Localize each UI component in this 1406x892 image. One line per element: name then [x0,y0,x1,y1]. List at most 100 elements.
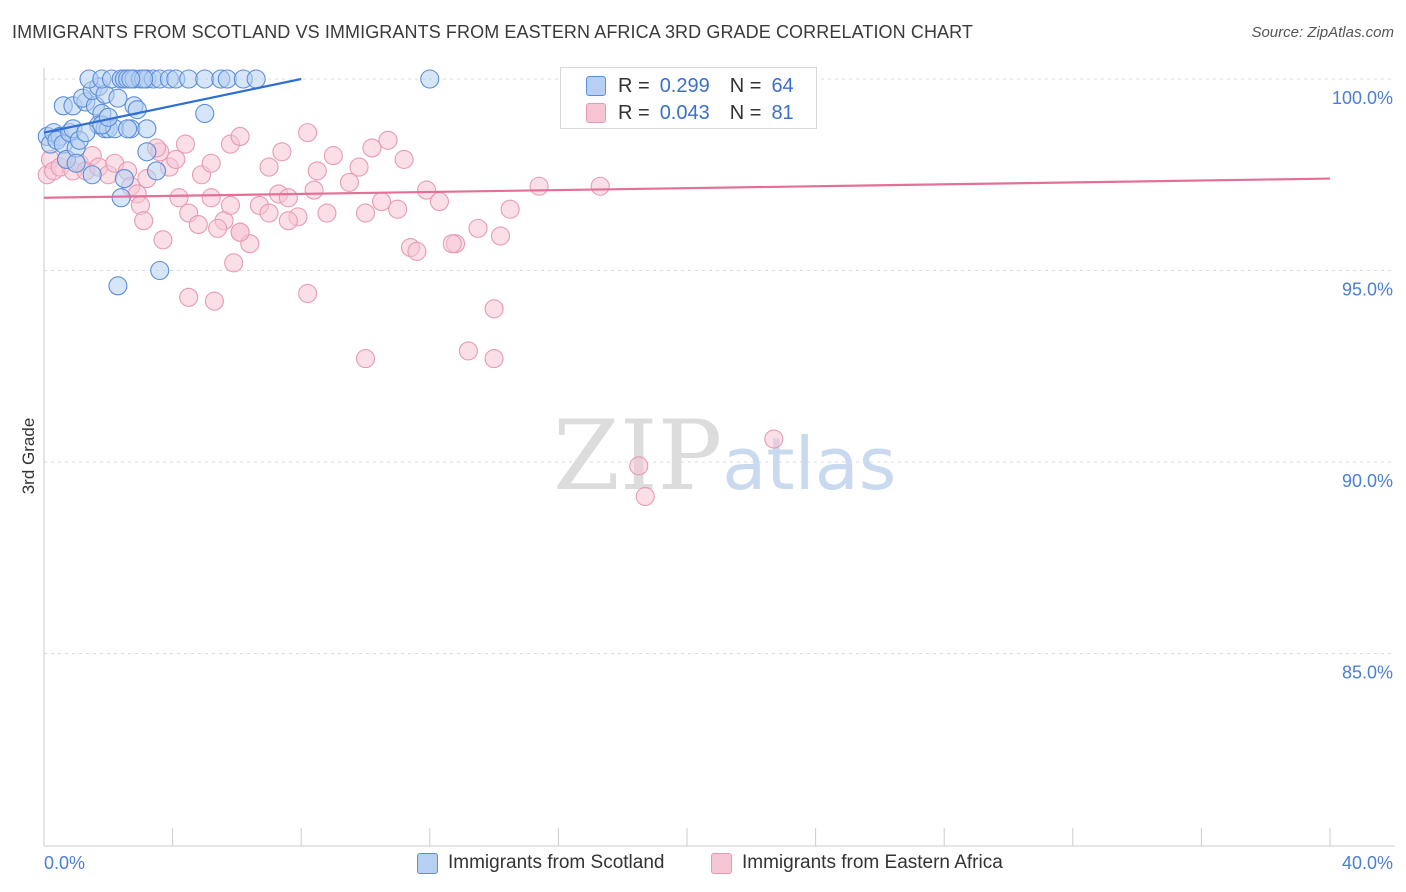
data-point-scotland [121,69,141,89]
legend-r-value: 0.299 [659,74,710,97]
data-point-eastern-africa [304,180,324,200]
data-point-eastern-africa [166,149,186,169]
data-point-eastern-africa [175,134,196,154]
y-axis-label: 3rd Grade [19,417,38,495]
data-point-scotland [179,69,199,89]
data-point-scotland [146,161,167,181]
tick-label-layer: 100.0% 95.0% 90.0% 85.0% [1332,88,1393,683]
x-tick-label-max: 40.0% [1341,853,1393,873]
data-point-eastern-africa [298,283,318,304]
series-legend-swatch-scotland [417,852,438,874]
data-point-scotland [246,69,266,89]
legend-swatch-scotland [586,76,606,96]
trend-line-scotland [43,77,302,134]
data-point-scotland [114,169,134,189]
data-point-eastern-africa [484,349,504,369]
data-point-eastern-africa [442,234,462,254]
data-point-eastern-africa [372,192,392,212]
data-point-eastern-africa [378,130,398,150]
data-point-eastern-africa [468,218,488,238]
data-point-eastern-africa [362,138,382,158]
y-tick-label: 85.0% [1342,663,1393,683]
data-point-eastern-africa [188,214,208,235]
data-point-scotland [137,142,157,162]
data-point-eastern-africa [635,486,655,507]
data-point-eastern-africa [204,291,224,311]
data-point-eastern-africa [224,253,244,273]
data-point-eastern-africa [388,199,408,219]
data-point-eastern-africa [278,188,298,208]
data-point-eastern-africa [201,188,221,208]
data-point-scotland [108,88,128,108]
data-point-scotland [118,119,138,139]
data-point-scotland [195,103,215,124]
series-legend-label-eastern-africa: Immigrants from Eastern Africa [742,852,1003,873]
chart-title: IMMIGRANTS FROM SCOTLAND VS IMMIGRANTS F… [12,22,974,42]
data-point-eastern-africa [417,180,437,200]
legend-n-label: N = [729,101,762,124]
data-point-eastern-africa [339,172,359,192]
data-point-scotland [137,119,157,139]
series-legend-label-scotland: Immigrants from Scotland [448,852,665,873]
data-point-eastern-africa [490,226,511,246]
data-point-scotland [195,69,215,89]
trend-layer [43,77,1331,199]
data-point-scotland [82,165,102,185]
data-point-eastern-africa [529,176,549,196]
data-point-scotland [127,100,147,120]
source-attribution: Source: ZipAtlas.com [1251,24,1394,41]
legend-row-scotland: R = 0.299 N = 64 [586,74,794,98]
points-layer [37,69,784,507]
legend-n-value: 81 [771,101,794,124]
data-point-eastern-africa [153,230,173,250]
data-point-eastern-africa [355,203,376,223]
data-point-eastern-africa [458,341,478,361]
legend-n-value: 64 [771,74,794,97]
stats-legend: R = 0.299 N = 64 R = 0.043 N = 81 [560,67,817,129]
series-legend-eastern-africa[interactable]: Immigrants from Eastern Africa [711,852,1003,874]
data-point-eastern-africa [349,157,369,177]
series-legend-swatch-eastern-africa [711,852,732,874]
data-point-scotland [66,153,86,173]
series-legend-scotland[interactable]: Immigrants from Scotland [417,852,664,874]
data-point-eastern-africa [307,161,327,181]
axis-layer [43,68,1395,847]
data-point-eastern-africa [429,192,449,212]
data-point-eastern-africa [179,287,199,307]
data-point-scotland [150,260,170,281]
y-tick-label: 90.0% [1342,471,1393,491]
data-point-eastern-africa [230,126,250,146]
data-point-eastern-africa [298,123,318,143]
data-point-scotland [217,69,237,89]
series-legend: Immigrants from Scotland Immigrants from… [0,852,1406,878]
legend-r-label: R = [618,101,650,124]
data-point-eastern-africa [407,241,427,261]
data-point-scotland [108,276,128,296]
data-point-eastern-africa [230,222,250,242]
data-point-eastern-africa [590,176,610,196]
data-point-eastern-africa [317,203,337,223]
legend-r-value: 0.043 [659,101,710,124]
data-point-eastern-africa [201,153,221,173]
grid-layer [44,78,1395,654]
data-point-eastern-africa [629,456,649,476]
legend-n-label: N = [729,74,762,97]
y-tick-label: 100.0% [1332,88,1393,108]
legend-swatch-eastern-africa [586,103,606,123]
legend-r-label: R = [618,74,650,97]
data-point-eastern-africa [220,195,241,215]
y-tick-label: 95.0% [1342,280,1393,300]
data-point-scotland [420,69,440,89]
x-tick-label-min: 0.0% [44,853,86,873]
data-point-eastern-africa [208,218,228,238]
data-point-eastern-africa [169,188,189,208]
data-point-eastern-africa [394,149,414,169]
data-point-eastern-africa [355,349,376,369]
data-point-eastern-africa [259,203,279,223]
data-point-eastern-africa [484,299,504,319]
watermark-atlas: atlas [722,422,897,506]
data-point-eastern-africa [134,211,154,231]
data-point-eastern-africa [278,211,298,231]
data-point-eastern-africa [323,146,343,166]
